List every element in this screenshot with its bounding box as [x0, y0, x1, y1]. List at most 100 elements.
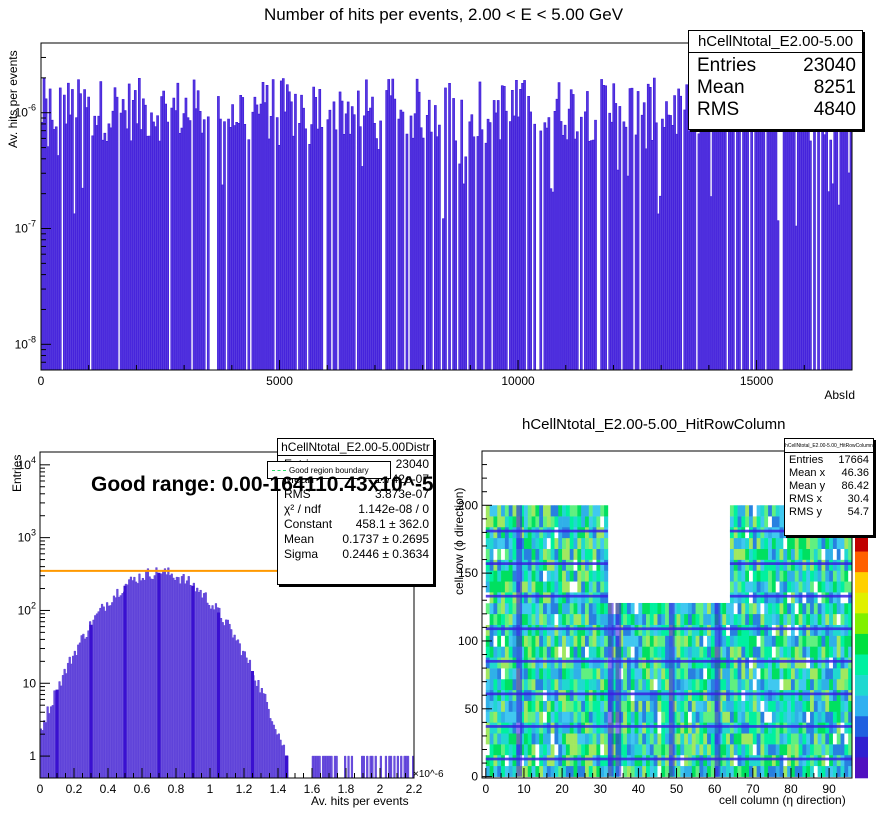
heatmap-cell: [741, 689, 746, 701]
heatmap-cell: [554, 678, 559, 691]
heatmap-cell: [760, 559, 765, 571]
heatmap-cell: [745, 581, 750, 593]
stat-label: RMS y: [789, 506, 822, 518]
heatmap-cell: [741, 657, 746, 669]
heatmap-cell: [672, 722, 677, 734]
heatmap-cell: [768, 754, 773, 767]
heatmap-cell: [489, 668, 494, 680]
heatmap-cell: [630, 657, 635, 669]
heatmap-cell: [741, 765, 746, 777]
heatmap-cell: [485, 505, 490, 517]
heatmap-cell: [543, 711, 548, 723]
heatmap-cell: [764, 657, 769, 669]
heatmap-cell: [657, 635, 662, 647]
heatmap-cell: [623, 602, 628, 615]
bl-stats-row: Sigma 0.2446 ± 0.3634: [278, 546, 433, 561]
heatmap-cell: [646, 668, 651, 680]
heatmap-cell: [649, 754, 654, 767]
heatmap-cell: [737, 733, 742, 745]
heatmap-cell: [577, 592, 582, 604]
heatmap-cell: [619, 602, 624, 615]
heatmap-cell: [665, 668, 670, 680]
heatmap-cell: [565, 537, 571, 549]
heatmap-cell: [558, 613, 563, 625]
heatmap-cell: [508, 765, 513, 777]
heatmap-cell: [779, 668, 784, 680]
heatmap-cell: [546, 570, 551, 582]
heatmap-cell: [512, 765, 517, 777]
heatmap-cell: [523, 689, 529, 701]
heatmap-cell: [565, 754, 571, 767]
heatmap-cell: [737, 526, 742, 539]
heatmap-cell: [626, 700, 632, 712]
heatmap-cell: [508, 526, 513, 539]
heatmap-cell: [539, 537, 544, 549]
heatmap-cell: [504, 624, 509, 636]
heatmap-cell: [768, 570, 773, 582]
heatmap-cell: [546, 744, 551, 756]
heatmap-cell: [703, 711, 708, 723]
heatmap-cell: [527, 570, 532, 582]
heatmap-cell: [779, 711, 784, 723]
heatmap-cell: [737, 592, 742, 604]
heatmap-cell: [741, 733, 746, 745]
heatmap-cell: [531, 592, 536, 604]
heatmap-cell: [638, 689, 643, 701]
heatmap-cell: [775, 570, 780, 582]
heatmap-cell: [649, 624, 654, 636]
heatmap-cell: [672, 733, 677, 745]
heatmap-cell: [592, 646, 597, 658]
heatmap-cell: [779, 635, 784, 647]
heatmap-cell: [718, 744, 723, 756]
heatmap-cell: [749, 744, 754, 756]
heatmap-cell: [523, 700, 529, 712]
heatmap-cell: [558, 624, 563, 636]
stat-label: RMS: [284, 487, 311, 501]
heatmap-cell: [726, 700, 731, 712]
heatmap-cell: [596, 678, 601, 691]
heatmap-cell: [813, 624, 818, 636]
heatmap-cell: [684, 668, 689, 680]
heatmap-cell: [787, 602, 792, 615]
heatmap-cell: [813, 570, 818, 582]
heatmap-cell: [844, 646, 849, 658]
heatmap-cell: [787, 765, 792, 777]
heatmap-cell: [729, 559, 735, 571]
heatmap-cell: [707, 765, 712, 777]
x-tick-label: 1.6: [304, 782, 321, 796]
heatmap-cell: [737, 646, 742, 658]
heatmap-cell: [581, 505, 586, 517]
heatmap-cell: [687, 700, 693, 712]
heatmap-cell: [802, 668, 807, 680]
heatmap-cell: [626, 733, 632, 745]
heatmap-cell: [829, 559, 834, 571]
heatmap-cell: [634, 700, 639, 712]
heatmap-cell: [756, 678, 761, 691]
heatmap-cell: [626, 635, 632, 647]
x-tick-label: 0.8: [168, 782, 185, 796]
heatmap-cell: [539, 581, 544, 593]
heatmap-cell: [539, 548, 544, 560]
heatmap-cell: [665, 657, 670, 669]
heatmap-cell: [798, 754, 803, 767]
heatmap-cell: [729, 548, 735, 560]
heatmap-cell: [687, 646, 693, 658]
heatmap-cell: [497, 733, 502, 745]
heatmap-cell: [829, 548, 834, 560]
heatmap-cell: [737, 581, 742, 593]
heatmap-cell: [676, 711, 681, 723]
heatmap-cell: [577, 711, 582, 723]
heatmap-cell: [779, 602, 784, 615]
heatmap-cell: [787, 668, 792, 680]
heatmap-cell: [581, 559, 586, 571]
heatmap-cell: [684, 624, 689, 636]
heatmap-cell: [634, 722, 639, 734]
heatmap-cell: [783, 744, 788, 756]
heatmap-cell: [848, 668, 853, 680]
heatmap-cell: [695, 624, 700, 636]
heatmap-cell: [726, 635, 731, 647]
heatmap-cell: [646, 765, 651, 777]
heatmap-cell: [665, 733, 670, 745]
heatmap-cell: [550, 700, 555, 712]
heatmap-cell: [573, 581, 578, 593]
